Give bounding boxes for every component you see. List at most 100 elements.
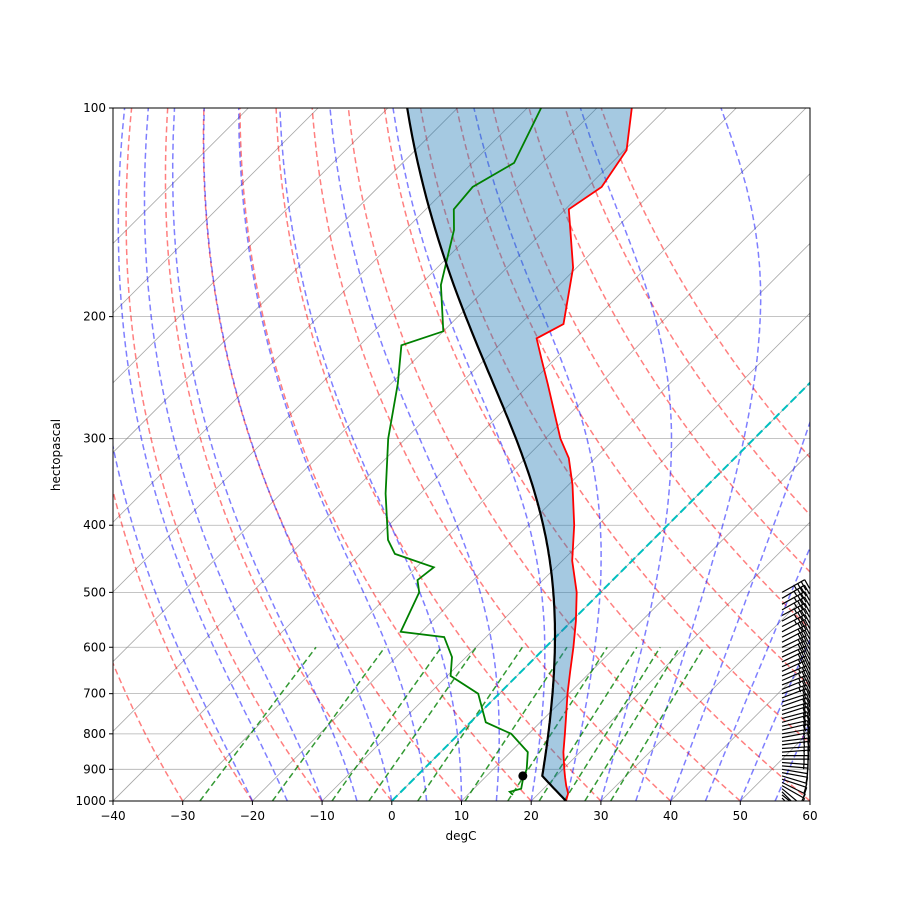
profiles bbox=[384, 108, 633, 801]
wind-barb-feather bbox=[797, 628, 804, 639]
wind-barb-feather bbox=[802, 787, 808, 798]
wind-barb-feather bbox=[805, 660, 810, 670]
wind-barb-feather bbox=[805, 665, 810, 676]
mixing-ratio-line bbox=[610, 646, 705, 801]
wind-barb-feather bbox=[802, 689, 807, 700]
wind-barb-half-feather bbox=[793, 608, 798, 614]
x-tick-label: 50 bbox=[733, 809, 748, 823]
wind-barb-staff bbox=[781, 674, 807, 686]
wind-barb-feather bbox=[804, 614, 810, 624]
wind-barb-feather bbox=[801, 642, 807, 652]
wind-barb-staff bbox=[781, 640, 806, 653]
wind-barb-feather bbox=[805, 655, 810, 666]
moist-adiabat bbox=[143, 108, 323, 801]
wind-barb-feather bbox=[797, 606, 804, 617]
wind-barb-feather bbox=[804, 640, 810, 650]
wind-barb-feather bbox=[802, 703, 807, 714]
wind-barb-feather bbox=[804, 579, 810, 589]
wind-barb-half-feather bbox=[803, 729, 806, 735]
wind-barb-staff bbox=[781, 596, 805, 611]
wind-barb bbox=[781, 785, 806, 801]
wind-barb-feather bbox=[802, 721, 807, 732]
moist-adiabat bbox=[774, 719, 810, 801]
x-tick-label: 30 bbox=[593, 809, 608, 823]
dry-adiabat bbox=[347, 108, 741, 801]
wind-barb-half-feather bbox=[794, 822, 798, 825]
wind-barb bbox=[781, 746, 810, 757]
moist-adiabat bbox=[329, 108, 500, 801]
wind-barb-staff bbox=[781, 635, 806, 648]
wind-barb bbox=[781, 629, 810, 644]
wind-barb bbox=[781, 602, 810, 617]
wind-barb-feather bbox=[807, 729, 810, 740]
wind-barb-staff bbox=[781, 624, 806, 638]
isotherm-line bbox=[600, 591, 810, 801]
wind-barb-feather bbox=[797, 639, 804, 649]
wind-barb-feather bbox=[800, 631, 807, 642]
wind-barb bbox=[781, 584, 810, 599]
wind-barb-feather bbox=[805, 688, 810, 699]
wind-barb-feather bbox=[806, 693, 810, 704]
wind-barb-feather bbox=[804, 635, 810, 646]
wind-barb-staff bbox=[781, 645, 806, 658]
y-axis: 1000 900 800 700 600 500 400 300 200 100 bbox=[75, 101, 113, 808]
wind-barb bbox=[781, 645, 810, 659]
wind-barb-feather bbox=[800, 604, 807, 615]
wind-barb bbox=[781, 788, 798, 801]
wind-barb bbox=[781, 614, 810, 628]
wind-barb bbox=[781, 618, 810, 633]
wind-barb-feather bbox=[801, 667, 807, 677]
wind-barb-feather bbox=[805, 684, 810, 695]
lcl-marker bbox=[518, 771, 528, 781]
x-axis-label: degC bbox=[446, 829, 477, 843]
wind-barb bbox=[781, 624, 810, 639]
dry-adiabat bbox=[528, 108, 810, 573]
wind-barb-feather bbox=[803, 584, 810, 595]
wind-barb-staff bbox=[781, 781, 806, 795]
mixing-ratio-line bbox=[417, 646, 523, 801]
y-tick-label: 300 bbox=[83, 432, 106, 446]
isotherms bbox=[113, 108, 810, 801]
wind-barb bbox=[781, 737, 810, 749]
wind-barb-half-feather bbox=[797, 816, 801, 820]
wind-barb-half-feather bbox=[793, 590, 798, 596]
wind-barb-staff bbox=[781, 650, 806, 663]
zero-isotherm bbox=[391, 381, 810, 801]
wind-barb bbox=[781, 711, 810, 723]
isotherm-line bbox=[113, 108, 458, 454]
dry-adiabat bbox=[125, 108, 323, 801]
moist-adiabat bbox=[473, 108, 602, 801]
wind-barb-feather bbox=[801, 671, 807, 682]
wind-barb-feather bbox=[801, 680, 807, 691]
x-tick-label: −20 bbox=[240, 809, 265, 823]
wind-barb-staff bbox=[781, 629, 806, 643]
wind-barb-feather bbox=[802, 685, 807, 696]
wind-barb-staff bbox=[781, 607, 806, 622]
wind-barb-half-feather bbox=[798, 682, 802, 688]
wind-barb-half-feather bbox=[798, 668, 802, 674]
y-tick-label: 800 bbox=[83, 727, 106, 741]
wind-barb-staff bbox=[781, 772, 808, 778]
wind-barb-staff bbox=[781, 669, 807, 682]
wind-barb-staff bbox=[781, 702, 808, 711]
wind-barb-feather bbox=[805, 675, 810, 685]
wind-barb bbox=[781, 665, 810, 677]
y-tick-label: 900 bbox=[83, 762, 106, 776]
wind-barb-feather bbox=[801, 637, 807, 648]
wind-barb-feather bbox=[806, 715, 810, 726]
wind-barb-staff bbox=[781, 778, 807, 788]
wind-barb-feather bbox=[804, 619, 810, 629]
mixing-ratio-line bbox=[464, 646, 568, 801]
x-tick-label: 20 bbox=[524, 809, 539, 823]
mixing-ratio-line bbox=[271, 646, 386, 801]
wind-barb-half-feather bbox=[793, 597, 798, 603]
wind-barb-feather bbox=[804, 603, 810, 613]
moist-adiabat bbox=[739, 637, 810, 801]
moist-adiabat bbox=[202, 108, 393, 801]
mixing-ratio-line bbox=[199, 646, 317, 801]
wind-barb-feather bbox=[797, 588, 804, 599]
wind-barb-staff bbox=[781, 618, 806, 633]
wind-barb-staff bbox=[781, 749, 808, 753]
wind-barb-feather bbox=[806, 723, 810, 735]
